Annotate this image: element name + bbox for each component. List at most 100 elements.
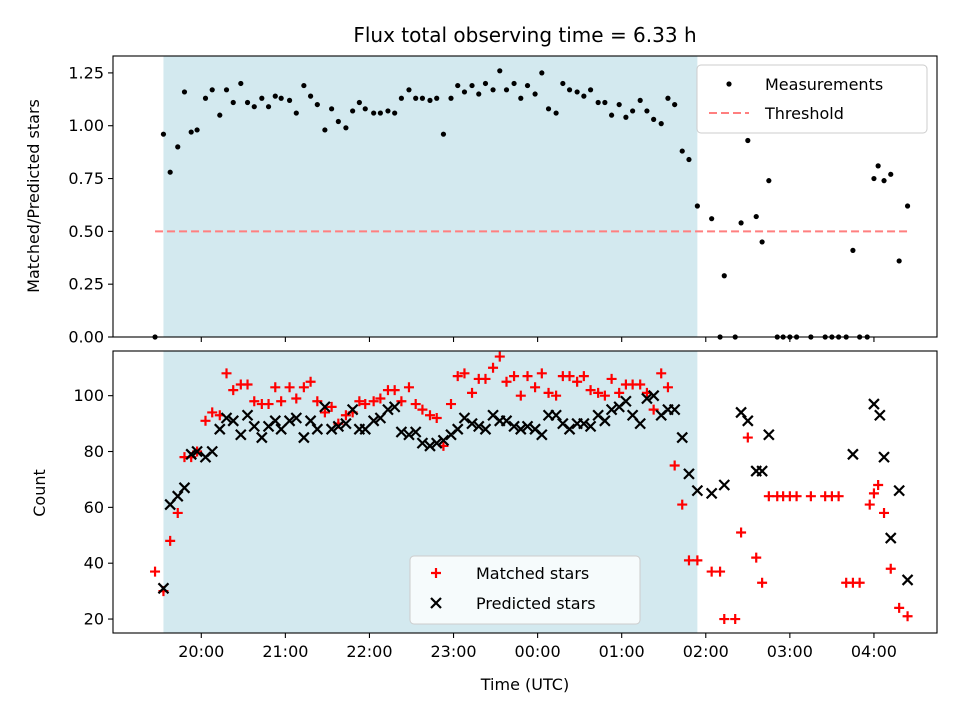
data-point [217, 112, 223, 118]
data-point [564, 371, 575, 382]
data-point [272, 93, 278, 99]
data-point [578, 417, 590, 430]
data-point [833, 491, 844, 502]
data-point [340, 410, 351, 421]
data-point [207, 407, 218, 418]
data-point [500, 415, 513, 427]
data-point [178, 482, 191, 494]
data-point [228, 385, 239, 396]
data-point [458, 412, 471, 424]
data-point [403, 382, 414, 393]
data-point [430, 437, 443, 449]
data-point [904, 203, 911, 209]
y-tick-label: 0.50 [68, 222, 104, 241]
data-point [501, 376, 512, 387]
series-predicted-stars [157, 389, 914, 595]
data-point [572, 376, 583, 387]
data-point [214, 423, 226, 435]
data-point [864, 499, 875, 510]
y-tick-label: 40 [84, 554, 104, 573]
data-point [692, 555, 703, 566]
data-point [455, 82, 461, 89]
data-point [319, 407, 330, 418]
legend-box [409, 555, 641, 625]
data-point [221, 368, 232, 379]
data-point [249, 396, 260, 407]
data-point [172, 507, 183, 518]
data-point [160, 131, 167, 137]
data-point [265, 104, 272, 110]
data-point [241, 409, 254, 421]
data-point [658, 121, 664, 127]
data-point [305, 376, 316, 387]
data-point [276, 396, 287, 407]
x-tick-label: 21:00 [262, 642, 308, 661]
data-point [894, 602, 905, 613]
data-point [479, 423, 492, 435]
data-point [301, 82, 307, 89]
data-point [874, 409, 886, 421]
data-point [461, 89, 468, 95]
data-point [359, 423, 372, 435]
data-point [406, 87, 412, 93]
data-point [466, 417, 478, 430]
data-point [560, 80, 566, 87]
data-point [742, 415, 754, 427]
data-point [371, 110, 377, 116]
data-point [314, 101, 320, 108]
data-point [202, 95, 209, 101]
data-point [298, 382, 309, 393]
data-point [171, 490, 184, 502]
y-tick-label: 1.25 [68, 63, 104, 82]
x-tick-label: 20:00 [178, 642, 224, 661]
data-point [307, 93, 314, 99]
legend-marker-matched [431, 568, 441, 578]
data-point [574, 89, 580, 95]
data-point [759, 239, 765, 245]
data-point [551, 390, 562, 401]
data-point [871, 175, 877, 182]
data-point [335, 118, 341, 125]
y-tick-label: 20 [84, 610, 104, 629]
data-point [885, 563, 896, 574]
data-point [451, 423, 464, 435]
data-point [389, 385, 400, 396]
data-point [709, 216, 715, 222]
data-point [691, 484, 704, 497]
legend-label-threshold: Threshold [764, 104, 844, 123]
data-point [683, 555, 694, 566]
data-point [175, 144, 181, 150]
y-tick-label: 0.75 [68, 169, 104, 188]
data-point [742, 432, 753, 443]
ratio-panel: Flux total observing time = 6.33 h Match… [24, 23, 938, 347]
count-panel: Count Time (UTC) 20 40 60 80 100 20:00 21:00 22… [30, 350, 938, 694]
data-point [242, 379, 253, 390]
data-point [757, 577, 768, 588]
data-point [392, 110, 398, 116]
data-point [497, 68, 503, 74]
y-tick-label: 0.00 [68, 328, 104, 347]
series-measurements [152, 68, 911, 340]
data-point [566, 87, 573, 93]
data-point [188, 129, 194, 135]
data-point [587, 87, 594, 93]
data-point [854, 577, 865, 588]
bottom-axes: 20 40 60 80 100 20:00 21:00 22:00 23:00 00:00 01:0… [73, 350, 938, 661]
data-point [669, 460, 680, 471]
data-point [354, 396, 365, 407]
top-legend: Measurements Threshold [696, 64, 928, 134]
data-point [467, 387, 478, 398]
x-tick-label: 22:00 [346, 642, 392, 661]
data-point [515, 390, 526, 401]
data-point [431, 413, 442, 424]
data-point [263, 399, 274, 410]
measurements-series [152, 68, 911, 340]
data-point [329, 106, 335, 112]
data-point [150, 566, 161, 577]
data-point [705, 487, 718, 500]
data-point [630, 108, 636, 114]
series-matched-stars [150, 351, 913, 625]
data-point [410, 399, 421, 410]
data-point [396, 396, 407, 407]
